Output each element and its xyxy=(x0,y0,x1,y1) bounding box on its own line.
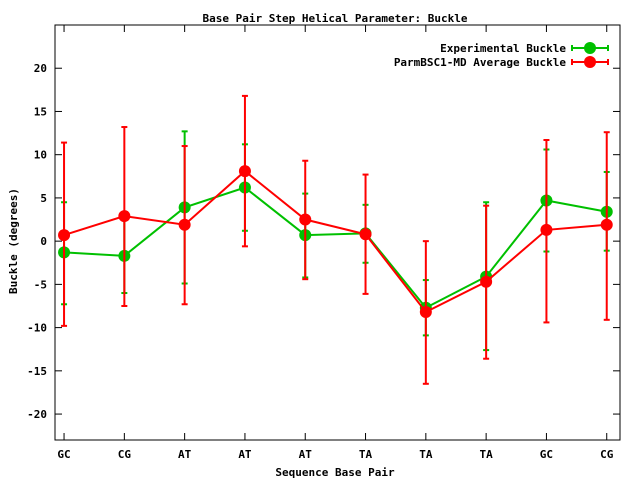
data-point xyxy=(58,229,71,242)
x-tick-label: CG xyxy=(118,448,132,461)
plot-frame xyxy=(54,24,621,441)
y-tick-label: -20 xyxy=(27,408,47,421)
x-tick-label: TA xyxy=(480,448,494,461)
legend-marker xyxy=(584,56,596,68)
y-tick-label: -10 xyxy=(27,322,47,335)
x-tick-label: GC xyxy=(540,448,553,461)
x-tick-label: TA xyxy=(359,448,373,461)
legend-label: Experimental Buckle xyxy=(440,42,566,55)
series-line xyxy=(63,186,607,309)
y-tick-label: -15 xyxy=(27,365,47,378)
data-point xyxy=(419,306,432,319)
y-tick-label: 5 xyxy=(40,192,47,205)
y-tick-label: 10 xyxy=(34,149,47,162)
x-tick-label: AT xyxy=(238,448,252,461)
x-tick-label: AT xyxy=(299,448,313,461)
x-tick-label: CG xyxy=(600,448,614,461)
x-tick-label: GC xyxy=(57,448,70,461)
data-point xyxy=(299,213,312,226)
x-tick-label: TA xyxy=(419,448,433,461)
x-axis-label: Sequence Base Pair xyxy=(275,466,395,479)
chart-title: Base Pair Step Helical Parameter: Buckle xyxy=(203,12,468,25)
legend-marker xyxy=(584,42,596,54)
data-point xyxy=(480,275,493,288)
y-tick-label: 20 xyxy=(34,62,47,75)
y-tick-label: -5 xyxy=(34,278,47,291)
series-experimental xyxy=(58,130,613,352)
data-point xyxy=(600,218,613,231)
legend-label: ParmBSC1-MD Average Buckle xyxy=(394,56,567,69)
y-tick-label: 15 xyxy=(34,105,47,118)
y-tick-label: 0 xyxy=(40,235,47,248)
series-line xyxy=(63,169,607,314)
y-axis-label: Buckle (degrees) xyxy=(7,188,20,294)
series-parmbsc1 xyxy=(58,94,613,385)
data-point xyxy=(118,210,131,223)
data-point xyxy=(178,218,191,231)
data-point xyxy=(540,223,553,236)
data-point xyxy=(359,228,372,241)
data-point xyxy=(238,165,251,178)
x-tick-label: AT xyxy=(178,448,192,461)
